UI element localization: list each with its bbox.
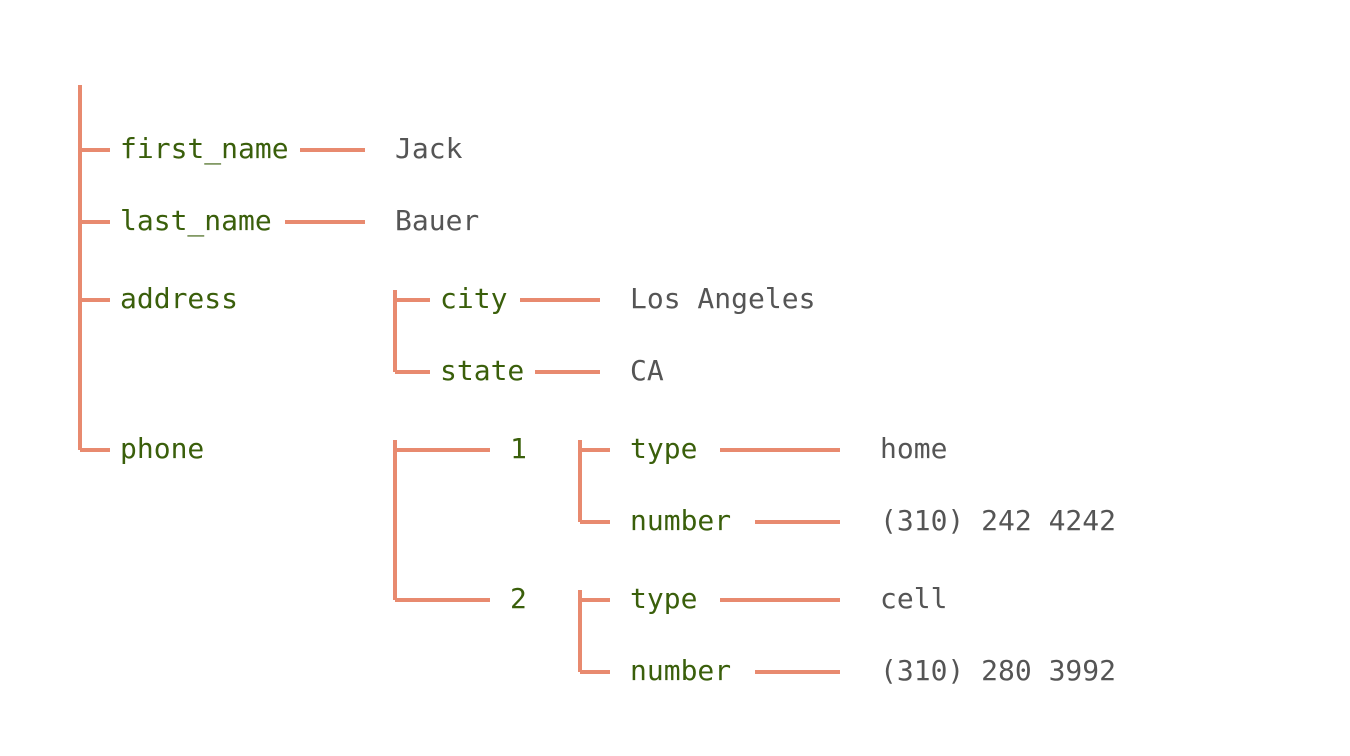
node-num1v: (310) 242 4242: [880, 504, 1116, 537]
node-address: address: [120, 282, 238, 315]
node-number1: number: [630, 504, 731, 537]
node-labels: first_name Jack last_name Bauer address city L…: [120, 132, 1116, 687]
node-city: city: [440, 282, 507, 315]
node-type1: type: [630, 432, 697, 465]
node-first_name: first_name: [120, 132, 289, 166]
node-cell: cell: [880, 582, 947, 615]
node-num2v: (310) 280 3992: [880, 654, 1116, 687]
node-ca: CA: [630, 354, 664, 387]
node-type2: type: [630, 582, 697, 615]
node-jack: Jack: [395, 132, 463, 165]
json-tree-diagram: first_name Jack last_name Bauer address city L…: [0, 0, 1350, 756]
node-la: Los Angeles: [630, 282, 815, 315]
node-state: state: [440, 354, 524, 387]
node-last_name: last_name: [120, 204, 272, 238]
node-idx2: 2: [510, 582, 527, 615]
node-number2: number: [630, 654, 731, 687]
node-idx1: 1: [510, 432, 527, 465]
node-phone: phone: [120, 432, 204, 465]
node-bauer: Bauer: [395, 204, 479, 237]
node-home: home: [880, 432, 947, 465]
